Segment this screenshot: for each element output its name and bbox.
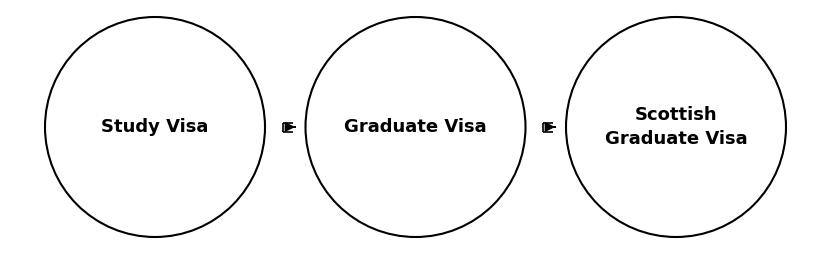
Circle shape xyxy=(566,17,786,237)
Text: Scottish
Graduate Visa: Scottish Graduate Visa xyxy=(605,106,747,148)
Circle shape xyxy=(45,17,265,237)
Text: Graduate Visa: Graduate Visa xyxy=(344,118,487,136)
Circle shape xyxy=(306,17,525,237)
Text: Study Visa: Study Visa xyxy=(101,118,209,136)
